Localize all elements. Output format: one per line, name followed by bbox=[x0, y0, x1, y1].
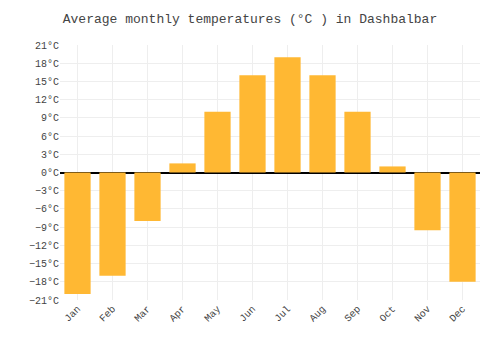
svg-text:Aug: Aug bbox=[308, 304, 329, 325]
svg-text:Dec: Dec bbox=[448, 304, 469, 325]
svg-text:Sep: Sep bbox=[343, 304, 364, 325]
svg-text:Oct: Oct bbox=[378, 304, 399, 325]
svg-text:−21°C: −21°C bbox=[29, 296, 59, 307]
svg-text:21°C: 21°C bbox=[35, 41, 59, 52]
svg-text:−9°C: −9°C bbox=[35, 223, 59, 234]
svg-text:May: May bbox=[203, 304, 224, 325]
svg-text:Jun: Jun bbox=[238, 304, 259, 325]
svg-text:Nov: Nov bbox=[413, 304, 434, 325]
svg-text:0°C: 0°C bbox=[41, 168, 59, 179]
svg-text:Average monthly temperatures (: Average monthly temperatures (°C ) in Da… bbox=[63, 12, 437, 27]
svg-text:Jan: Jan bbox=[63, 304, 84, 325]
svg-text:Jul: Jul bbox=[273, 304, 294, 325]
svg-text:6°C: 6°C bbox=[41, 132, 59, 143]
svg-text:Feb: Feb bbox=[98, 304, 119, 325]
svg-text:−15°C: −15°C bbox=[29, 259, 59, 270]
svg-text:12°C: 12°C bbox=[35, 95, 59, 106]
svg-text:18°C: 18°C bbox=[35, 59, 59, 70]
svg-text:−3°C: −3°C bbox=[35, 186, 59, 197]
svg-text:15°C: 15°C bbox=[35, 77, 59, 88]
svg-text:−12°C: −12°C bbox=[29, 241, 59, 252]
svg-text:9°C: 9°C bbox=[41, 113, 59, 124]
svg-text:3°C: 3°C bbox=[41, 150, 59, 161]
svg-text:−18°C: −18°C bbox=[29, 277, 59, 288]
svg-text:Apr: Apr bbox=[168, 304, 189, 325]
svg-text:Mar: Mar bbox=[133, 304, 154, 325]
svg-text:−6°C: −6°C bbox=[35, 204, 59, 215]
